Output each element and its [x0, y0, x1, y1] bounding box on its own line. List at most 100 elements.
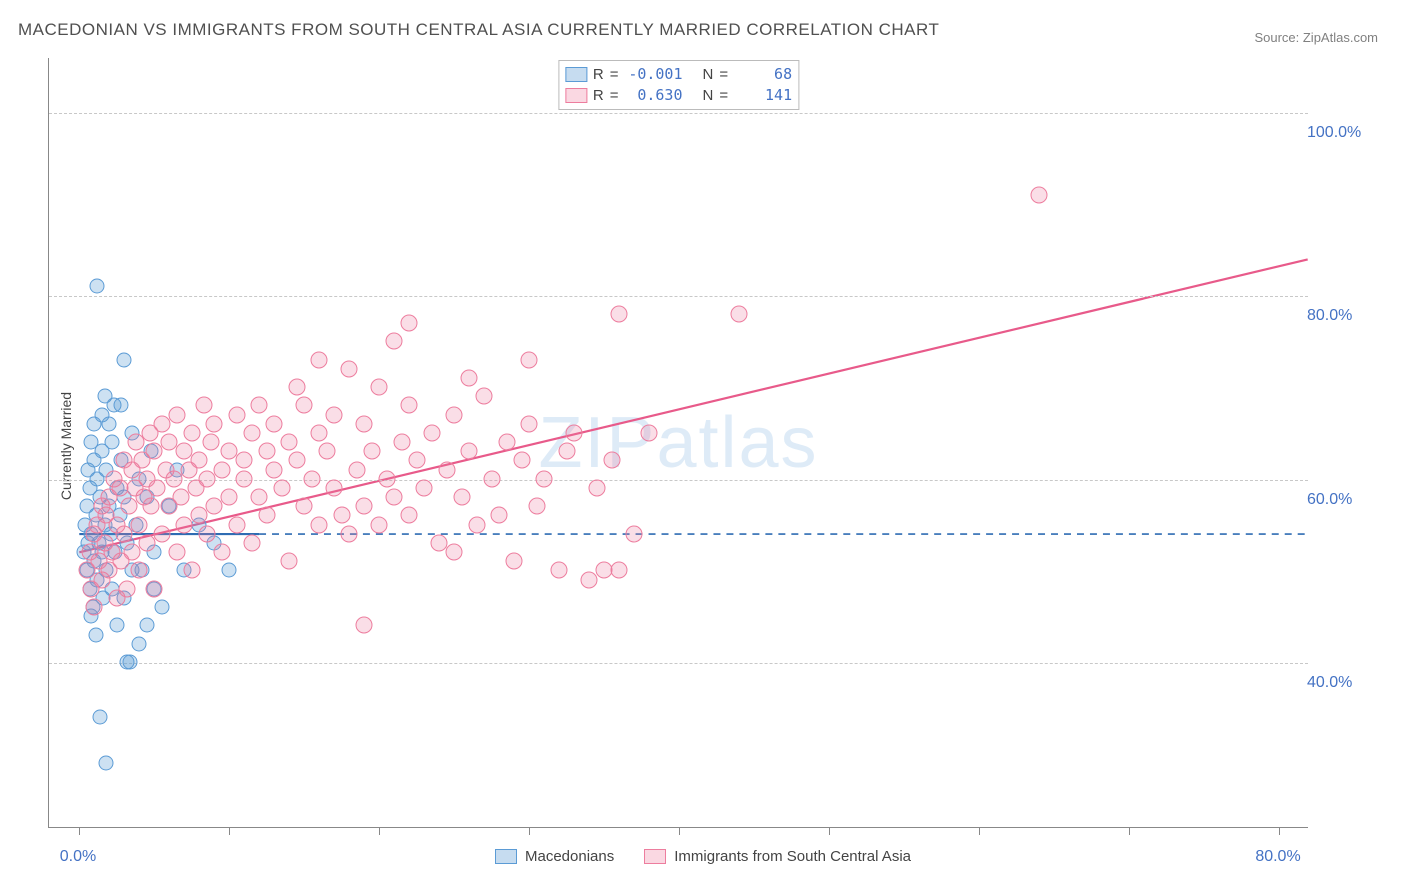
point-sca: [461, 443, 478, 460]
point-sca: [213, 544, 230, 561]
point-sca: [281, 553, 298, 570]
point-sca: [558, 443, 575, 460]
point-sca: [206, 498, 223, 515]
point-sca: [221, 489, 238, 506]
trend-lines-layer: [49, 58, 1308, 827]
point-sca: [641, 424, 658, 441]
point-sca: [191, 452, 208, 469]
point-sca: [731, 305, 748, 322]
point-sca: [176, 516, 193, 533]
chart-title: MACEDONIAN VS IMMIGRANTS FROM SOUTH CENT…: [18, 20, 939, 40]
eq: =: [610, 85, 619, 106]
n-label: N: [703, 85, 714, 106]
point-macedonian: [117, 352, 132, 367]
point-sca: [341, 360, 358, 377]
point-macedonian: [154, 600, 169, 615]
swatch-blue: [565, 67, 587, 82]
x-tick-label: 0.0%: [60, 848, 96, 866]
series-legend: MacedoniansImmigrants from South Central…: [495, 848, 911, 865]
point-sca: [251, 489, 268, 506]
point-sca: [273, 479, 290, 496]
point-sca: [333, 507, 350, 524]
point-sca: [521, 415, 538, 432]
point-sca: [143, 498, 160, 515]
point-sca: [146, 580, 163, 597]
point-sca: [603, 452, 620, 469]
n-label: N: [703, 64, 714, 85]
point-sca: [356, 498, 373, 515]
x-tick: [979, 827, 980, 835]
point-sca: [423, 424, 440, 441]
x-tick: [679, 827, 680, 835]
point-sca: [243, 424, 260, 441]
x-tick: [829, 827, 830, 835]
point-sca: [236, 452, 253, 469]
point-sca: [611, 305, 628, 322]
x-tick: [229, 827, 230, 835]
point-sca: [341, 525, 358, 542]
point-sca: [626, 525, 643, 542]
point-sca: [165, 470, 182, 487]
point-sca: [198, 470, 215, 487]
point-macedonian: [109, 618, 124, 633]
point-sca: [183, 424, 200, 441]
point-sca: [498, 434, 515, 451]
point-sca: [521, 351, 538, 368]
point-sca: [303, 470, 320, 487]
point-sca: [138, 534, 155, 551]
point-sca: [258, 507, 275, 524]
x-tick: [1129, 827, 1130, 835]
point-sca: [476, 388, 493, 405]
point-sca: [356, 415, 373, 432]
point-sca: [378, 470, 395, 487]
point-sca: [296, 498, 313, 515]
point-sca: [401, 397, 418, 414]
point-sca: [288, 379, 305, 396]
n-value: 141: [734, 85, 792, 106]
point-sca: [119, 580, 136, 597]
point-sca: [468, 516, 485, 533]
point-sca: [228, 406, 245, 423]
r-label: R: [593, 85, 604, 106]
point-macedonian: [81, 462, 96, 477]
point-sca: [506, 553, 523, 570]
point-sca: [191, 507, 208, 524]
point-macedonian: [123, 655, 138, 670]
x-tick: [79, 827, 80, 835]
point-sca: [416, 479, 433, 496]
legend-item: Immigrants from South Central Asia: [644, 848, 911, 865]
eq: =: [719, 85, 728, 106]
stats-row: R=-0.001N=68: [565, 64, 792, 85]
r-value: -0.001: [625, 64, 683, 85]
point-sca: [123, 544, 140, 561]
x-tick: [379, 827, 380, 835]
point-macedonian: [105, 435, 120, 450]
point-sca: [266, 461, 283, 478]
point-sca: [551, 562, 568, 579]
point-sca: [318, 443, 335, 460]
point-sca: [311, 424, 328, 441]
point-sca: [288, 452, 305, 469]
point-sca: [168, 406, 185, 423]
eq: =: [610, 64, 619, 85]
point-sca: [348, 461, 365, 478]
point-sca: [281, 434, 298, 451]
point-sca: [195, 397, 212, 414]
x-tick: [529, 827, 530, 835]
point-sca: [393, 434, 410, 451]
n-value: 68: [734, 64, 792, 85]
point-sca: [581, 571, 598, 588]
point-sca: [588, 479, 605, 496]
x-tick-label: 80.0%: [1255, 848, 1300, 866]
point-macedonian: [114, 398, 129, 413]
point-sca: [131, 516, 148, 533]
point-sca: [266, 415, 283, 432]
x-tick: [1279, 827, 1280, 835]
point-sca: [183, 562, 200, 579]
point-sca: [168, 544, 185, 561]
eq: =: [719, 64, 728, 85]
gridline-h: [49, 663, 1308, 664]
point-sca: [438, 461, 455, 478]
point-sca: [149, 479, 166, 496]
point-macedonian: [84, 435, 99, 450]
